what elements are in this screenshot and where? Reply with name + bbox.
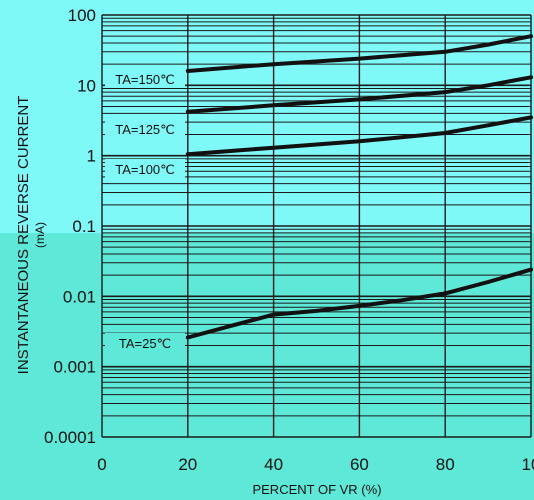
y-tick-label: 1 [87, 147, 96, 166]
y-axis-unit-label: (mA) [33, 222, 47, 248]
series-label: TA=125℃ [115, 122, 175, 137]
x-tick-label: 0 [97, 455, 106, 474]
series-label: TA=25℃ [119, 336, 171, 351]
curves [185, 34, 533, 340]
y-tick-label: 100 [68, 6, 96, 25]
series-curve [185, 75, 533, 114]
x-tick-label: 40 [264, 455, 283, 474]
series-labels: TA=150℃ TA=125℃ TA=100℃ TA=25℃ [105, 69, 185, 352]
y-tick-label: 0.1 [72, 217, 96, 236]
x-tick-label: 80 [436, 455, 455, 474]
series-label: TA=100℃ [115, 162, 175, 177]
y-tick-label: 0.01 [63, 287, 96, 306]
x-tick-label: 20 [178, 455, 197, 474]
x-tick-label: 10 [522, 455, 534, 474]
series-curve [185, 267, 533, 340]
series-label: TA=150℃ [115, 72, 175, 87]
series-label-box [105, 119, 185, 138]
series-label-box [105, 69, 185, 88]
series-curve [185, 34, 533, 73]
series-label-box [105, 333, 185, 352]
series-label-box [105, 159, 185, 178]
y-tick-label: 0.001 [53, 358, 96, 377]
x-axis-label: PERCENT OF VR (%) [252, 482, 381, 497]
y-tick-label: 10 [77, 76, 96, 95]
x-tick-label: 60 [350, 455, 369, 474]
series-curve [185, 115, 533, 157]
grid [101, 14, 532, 438]
y-axis-label: INSTANTANEOUS REVERSE CURRENT [15, 96, 32, 375]
y-tick-label: 0.0001 [44, 428, 96, 447]
